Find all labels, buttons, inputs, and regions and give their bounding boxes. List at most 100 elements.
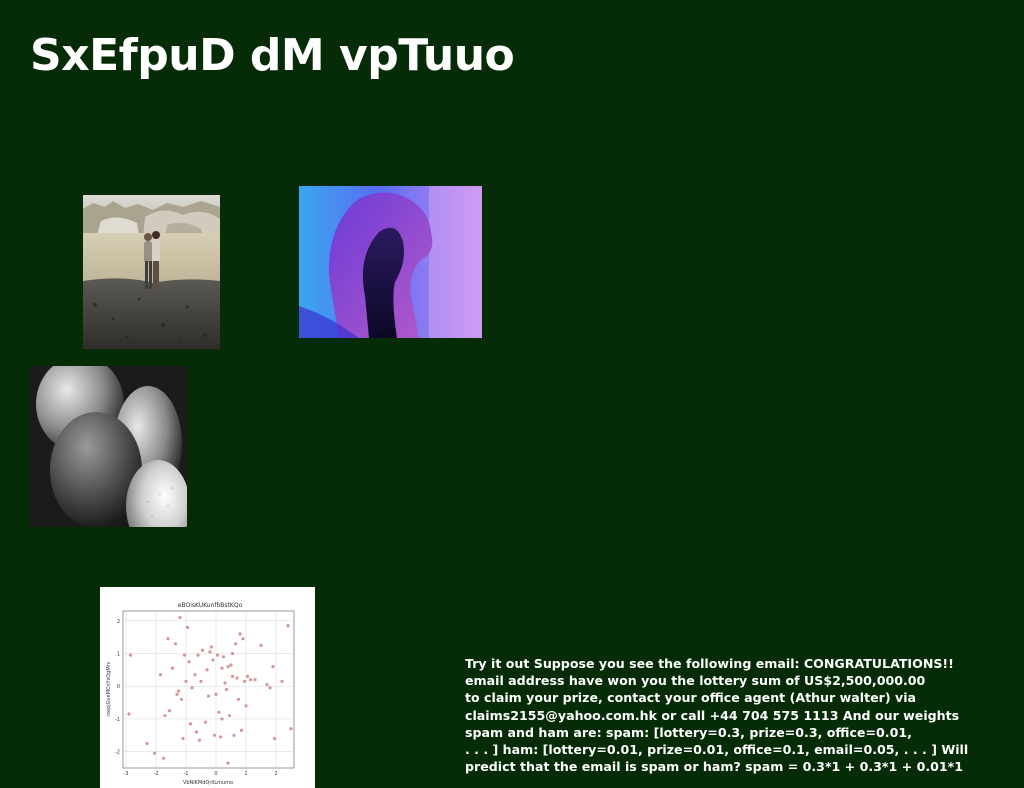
scatter-point bbox=[226, 665, 230, 669]
scatter-point bbox=[206, 694, 211, 698]
scatter-point bbox=[229, 663, 233, 667]
data-points bbox=[127, 615, 293, 765]
y-tick-label: 0 bbox=[117, 684, 120, 690]
scatter-point bbox=[208, 650, 212, 654]
scatter-point bbox=[176, 689, 181, 693]
scatter-point bbox=[245, 674, 250, 679]
scatter-point bbox=[197, 738, 202, 742]
y-tick-label: -1 bbox=[115, 717, 120, 723]
body-text-line: Try it out Suppose you see the following… bbox=[465, 656, 954, 671]
scatter-point bbox=[253, 678, 257, 682]
scatter-point bbox=[166, 637, 170, 641]
scatter-point bbox=[271, 665, 275, 669]
x-tick-label: -2 bbox=[154, 771, 159, 777]
scatter-point bbox=[232, 733, 236, 737]
scatter-point bbox=[185, 625, 190, 629]
scatter-point bbox=[272, 736, 277, 741]
scatter-point bbox=[218, 735, 223, 739]
scatter-point bbox=[215, 653, 220, 657]
body-text-line: to claim your prize, contact your office… bbox=[465, 690, 917, 706]
axis-ticks: -3 -2 -1 0 1 2 -2 -1 0 1 2 bbox=[115, 619, 278, 777]
scatter-point bbox=[182, 653, 187, 657]
y-tick-label: -2 bbox=[115, 750, 120, 756]
scatter-point bbox=[244, 704, 248, 708]
scatter-point bbox=[238, 632, 242, 636]
scatter-point bbox=[184, 679, 188, 683]
scatter-point bbox=[233, 642, 238, 646]
scatter-point bbox=[214, 692, 218, 697]
y-tick-label: 2 bbox=[117, 619, 120, 625]
scatter-point bbox=[289, 727, 293, 731]
x-tick-label: -1 bbox=[184, 771, 189, 777]
scatter-point bbox=[200, 648, 205, 652]
scatter-point bbox=[217, 710, 221, 714]
scatter-point bbox=[226, 761, 230, 765]
scatter-point bbox=[239, 728, 244, 732]
page-title: SxEfpuD dM vpTuuo bbox=[30, 30, 515, 81]
x-axis-label: VbNlKMdQrIiLmumo bbox=[183, 780, 233, 786]
scatter-chart-svg: eBOisKUKunfbBstKQo -3 -2 -1 0 1 2 -2 -1 0 1 2 VbNl… bbox=[106, 602, 295, 786]
scatter-point bbox=[241, 637, 245, 641]
scatter-point bbox=[128, 653, 133, 657]
grid-lines bbox=[123, 611, 294, 768]
scatter-point bbox=[236, 697, 241, 701]
scatter-point bbox=[158, 673, 163, 677]
scatter-point bbox=[203, 720, 208, 724]
scatter-point bbox=[235, 676, 239, 680]
scatter-point bbox=[199, 679, 203, 683]
y-tick-label: 1 bbox=[117, 652, 120, 658]
scatter-point bbox=[175, 692, 179, 697]
scatter-point bbox=[223, 681, 227, 685]
landscape-photo bbox=[83, 195, 220, 349]
scatter-point bbox=[280, 679, 284, 683]
scatter-point bbox=[145, 741, 149, 746]
body-text-line: email address have won you the lottery s… bbox=[465, 673, 926, 689]
scatter-point bbox=[230, 674, 235, 679]
scatter-point bbox=[196, 653, 200, 657]
body-text-line: predict that the email is spam or ham? s… bbox=[465, 759, 964, 775]
body-text-paragraph: Try it out Suppose you see the following… bbox=[465, 655, 1021, 775]
abstract-photo bbox=[30, 366, 187, 527]
scatter-point bbox=[179, 697, 184, 701]
scatter-point bbox=[194, 730, 199, 734]
body-text-line: spam and ham are: spam: [lottery=0.3, pr… bbox=[465, 724, 912, 740]
scatter-point bbox=[212, 733, 217, 737]
scatter-point bbox=[220, 666, 224, 670]
silhouette-photo bbox=[299, 186, 482, 338]
scatter-point bbox=[286, 624, 290, 628]
chart-title: eBOisKUKunfbBstKQo bbox=[178, 602, 243, 609]
scatter-point bbox=[259, 643, 263, 647]
scatter-point bbox=[187, 660, 191, 664]
scatter-point bbox=[265, 682, 269, 687]
x-tick-label: -3 bbox=[124, 771, 129, 777]
plot-area bbox=[122, 610, 295, 769]
body-text-line: claims2155@yahoo.com.hk or call +44 704 … bbox=[465, 707, 960, 723]
scatter-point bbox=[242, 679, 247, 683]
scatter-point bbox=[178, 615, 182, 620]
scatter-point bbox=[220, 717, 224, 721]
scatter-point bbox=[205, 668, 209, 672]
scatter-point bbox=[227, 714, 232, 718]
scatter-point bbox=[248, 678, 253, 682]
scatter-point bbox=[268, 686, 272, 690]
y-axis-label: rzepjGveMCnYsQgMrv bbox=[106, 661, 112, 716]
scatter-point bbox=[188, 722, 193, 726]
scatter-point bbox=[161, 756, 166, 760]
scatter-point bbox=[167, 709, 172, 713]
scatter-point bbox=[211, 658, 215, 662]
scatter-point bbox=[181, 736, 185, 741]
x-tick-label: 2 bbox=[274, 771, 277, 777]
scatter-point bbox=[224, 687, 229, 692]
x-tick-label: 1 bbox=[244, 771, 247, 777]
scatter-chart: eBOisKUKunfbBstKQo -3 -2 -1 0 1 2 -2 -1 0 1 2 VbNl… bbox=[100, 587, 315, 788]
scatter-point bbox=[170, 666, 175, 670]
x-tick-label: 0 bbox=[214, 771, 217, 777]
body-text-line: . . . ] ham: [lottery=0.01, prize=0.01, … bbox=[465, 742, 969, 758]
scatter-point bbox=[163, 714, 167, 718]
scatter-point bbox=[209, 645, 214, 649]
scatter-point bbox=[173, 642, 178, 646]
scatter-point bbox=[221, 655, 226, 659]
scatter-point bbox=[127, 712, 131, 716]
scatter-point bbox=[190, 686, 194, 690]
scatter-point bbox=[230, 651, 235, 656]
